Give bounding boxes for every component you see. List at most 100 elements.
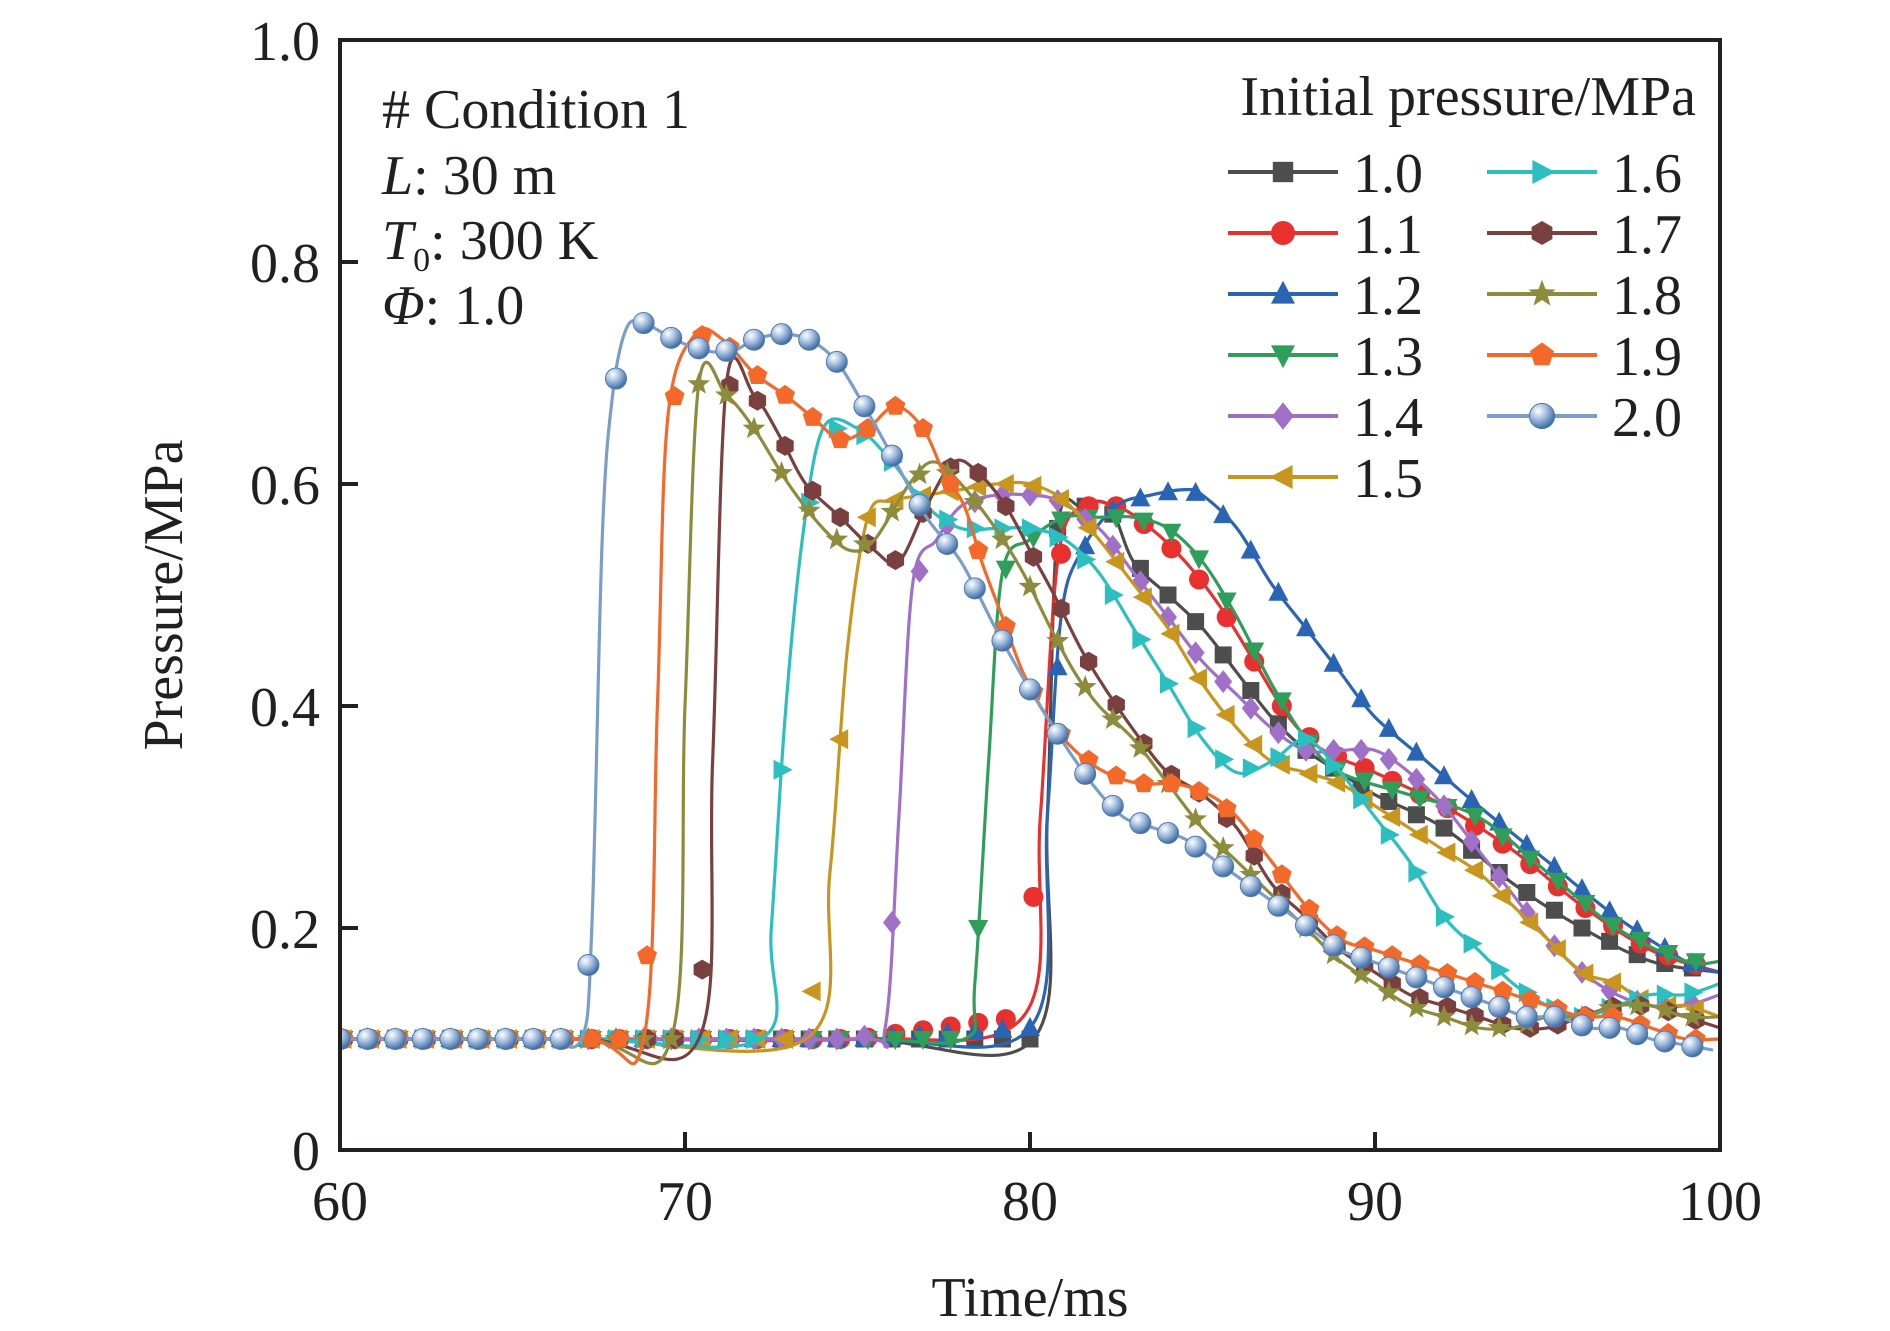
data-point: [1323, 652, 1344, 672]
data-point: [1215, 704, 1235, 725]
data-point: [1214, 670, 1233, 694]
data-point: [1435, 794, 1453, 818]
data-point: [1242, 681, 1260, 699]
data-point: [715, 383, 738, 405]
data-point: [1405, 966, 1428, 989]
data-point: [853, 532, 876, 554]
data-point: [1382, 781, 1403, 801]
data-point: [1187, 718, 1207, 739]
data-point: [1520, 989, 1541, 1009]
data-point: [1104, 585, 1124, 605]
data-point: [1407, 806, 1425, 824]
legend-item-1.1: 1.1: [1228, 204, 1423, 266]
data-point: [1158, 481, 1178, 501]
data-point: [1653, 998, 1677, 1020]
data-point: [992, 1018, 1013, 1038]
data-point: [855, 1024, 874, 1048]
legend-marker: [1528, 402, 1556, 430]
data-point: [775, 384, 795, 404]
data-point: [797, 498, 821, 521]
legend-marker: [1532, 160, 1556, 184]
data-point: [1189, 550, 1209, 570]
x-tick-label: 60: [312, 1171, 368, 1233]
data-point: [1239, 862, 1263, 885]
y-axis: 0 0.2 0.4 0.6 0.8 1.0: [250, 11, 358, 1183]
data-point: [1575, 895, 1596, 914]
data-point: [1184, 835, 1207, 858]
series-2.0: [340, 312, 1714, 1058]
data-point: [1681, 1035, 1704, 1058]
data-point: [748, 390, 767, 411]
data-point: [660, 326, 683, 349]
data-point: [1216, 798, 1237, 818]
data-point: [1244, 642, 1265, 662]
data-point: [830, 429, 851, 449]
data-point: [1214, 646, 1232, 664]
data-point: [1434, 765, 1454, 785]
data-point: [1599, 900, 1620, 920]
data-point: [963, 489, 987, 512]
legend-item-1.3: 1.3: [1228, 326, 1423, 388]
data-point: [829, 729, 849, 750]
data-point: [1160, 673, 1179, 694]
phi-value: : 1.0: [425, 275, 525, 337]
data-point: [1574, 963, 1594, 984]
data-point: [1295, 914, 1317, 937]
data-point: [1075, 535, 1096, 555]
data-point: [1022, 475, 1042, 496]
data-point: [885, 1031, 906, 1050]
data-point: [1681, 1004, 1704, 1027]
data-point: [1350, 946, 1373, 969]
data-point: [1024, 546, 1043, 567]
length-value: : 30 m: [413, 145, 556, 207]
y-tick-label: 1.0: [250, 11, 320, 73]
data-point: [1073, 675, 1097, 697]
data-point: [1185, 481, 1206, 501]
data-point: [1133, 512, 1154, 532]
data-point: [1270, 754, 1290, 775]
data-point: [1243, 734, 1263, 755]
legend-label: 1.0: [1353, 143, 1423, 205]
series-line: [340, 356, 1720, 1062]
data-point: [856, 507, 876, 528]
data-point: [1129, 736, 1152, 758]
data-point: [494, 1028, 517, 1050]
data-point: [1520, 850, 1541, 870]
data-point: [1212, 855, 1235, 878]
legend-item-1.8: 1.8: [1487, 265, 1682, 327]
data-point: [1051, 511, 1071, 531]
data-point: [411, 1028, 434, 1050]
data-point: [913, 1031, 933, 1050]
data-point: [637, 945, 657, 965]
data-point: [1598, 995, 1621, 1018]
data-point: [940, 473, 961, 493]
data-point: [664, 386, 685, 406]
data-point: [693, 959, 711, 980]
data-point: [1491, 885, 1511, 906]
data-point: [1519, 912, 1539, 933]
data-point: [1267, 894, 1290, 917]
data-point: [1050, 489, 1069, 509]
data-point: [1543, 1005, 1566, 1028]
legend-label: 1.5: [1353, 448, 1423, 510]
legend-marker: [1530, 342, 1554, 366]
data-point: [1547, 872, 1568, 892]
data-point: [1161, 538, 1182, 559]
data-point: [687, 337, 710, 360]
data-point: [910, 559, 929, 583]
data-point: [659, 1027, 683, 1049]
data-point: [1271, 864, 1292, 884]
data-point: [1433, 976, 1455, 999]
data-point: [1157, 822, 1179, 845]
data-point: [1106, 509, 1127, 529]
data-point: [1518, 883, 1536, 901]
data-point: [1406, 741, 1427, 761]
data-point: [1408, 862, 1428, 883]
data-point: [884, 490, 904, 511]
data-point: [828, 418, 848, 439]
data-point: [1106, 765, 1127, 785]
data-point: [632, 312, 655, 335]
data-point: [356, 1028, 379, 1050]
data-point: [995, 560, 1016, 580]
